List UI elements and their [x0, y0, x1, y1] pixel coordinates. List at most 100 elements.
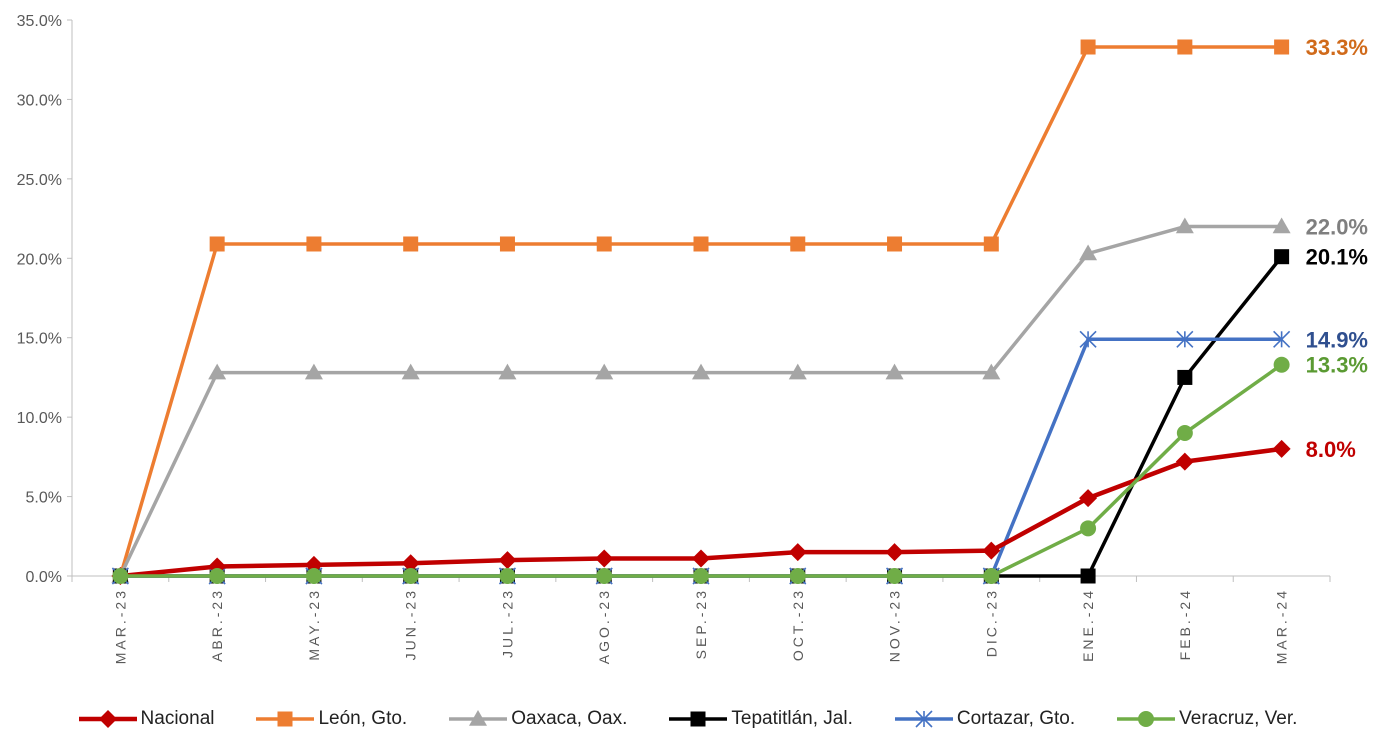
end-labels: 33.3% 22.0% 20.1% 14.9% 8.0% 13.3% — [1306, 35, 1368, 462]
series-nacional — [111, 439, 1291, 585]
x-tick-label: JUL.-23 — [499, 588, 515, 658]
legend-item-nacional: Nacional — [78, 708, 215, 730]
y-tick-label: 15.0% — [17, 331, 62, 348]
leon-gto-point — [596, 236, 612, 252]
y-tick-label: 10.0% — [17, 410, 62, 427]
legend-leon-gto-point — [277, 711, 293, 727]
legend-veracruz-ver-point — [1138, 711, 1155, 727]
oaxaca-oax-point — [692, 363, 710, 380]
axes: 0.0% 5.0% 10.0% 15.0% 20.0% 25.0% 30.0% 35.0% MA… — [17, 13, 1331, 664]
line-chart: 0.0% 5.0% 10.0% 15.0% 20.0% 25.0% 30.0% 35.0% MA… — [17, 13, 1368, 664]
cortazar-gto-point — [1273, 330, 1291, 348]
oaxaca-oax-point — [1079, 244, 1098, 261]
leon-gto-point — [209, 236, 225, 252]
leon-gto-point — [790, 236, 806, 252]
y-tick-label: 25.0% — [17, 172, 62, 189]
veracruz-ver-point — [209, 568, 226, 584]
cortazar-gto-point — [1176, 330, 1194, 348]
legend-label-nacional: Nacional — [140, 708, 215, 729]
nacional-point — [595, 549, 614, 568]
tepatitlan-jal-end-label: 20.1% — [1306, 245, 1368, 270]
x-tick-label: NOV.-23 — [887, 588, 903, 662]
veracruz-ver-point — [886, 568, 903, 584]
nacional-point — [1175, 452, 1194, 471]
oaxaca-oax-point — [498, 363, 517, 380]
leon-gto-point — [887, 236, 903, 252]
oaxaca-oax-point — [595, 363, 614, 380]
oaxaca-oax-point — [401, 363, 420, 380]
nacional-point — [1079, 489, 1098, 508]
x-tick-label: FEB.-24 — [1177, 588, 1193, 660]
nacional-point — [982, 541, 1001, 560]
x-tick-label: OCT.-23 — [790, 588, 806, 661]
legend-swatch-tepatitlan-jal — [669, 711, 728, 727]
nacional-point — [692, 549, 710, 568]
nacional-point — [788, 543, 807, 562]
tepatitlan-jal-point — [1177, 369, 1193, 385]
oaxaca-oax-point — [208, 363, 227, 380]
legend-nacional-point — [98, 710, 117, 728]
nacional-point — [498, 551, 517, 570]
tepatitlan-jal-point — [1274, 249, 1290, 265]
veracruz-ver-point — [693, 568, 709, 584]
legend-item-veracruz-ver: Veracruz, Ver. — [1117, 708, 1297, 730]
leon-gto-point — [403, 236, 419, 252]
y-tick-label: 30.0% — [17, 92, 62, 109]
veracruz-ver-line — [120, 363, 1283, 578]
oaxaca-oax-point — [982, 363, 1001, 380]
legend-oaxaca-oax-point — [469, 710, 488, 726]
leon-gto-point — [499, 236, 515, 252]
nacional-end-label: 8.0% — [1306, 437, 1356, 462]
series-veracruz-ver — [112, 356, 1290, 584]
legend-item-oaxaca-oax: Oaxaca, Oax. — [449, 708, 627, 730]
legend-swatch-veracruz-ver — [1117, 711, 1176, 727]
nacional-point — [304, 555, 323, 574]
oaxaca-oax-end-label: 22.0% — [1306, 215, 1368, 240]
oaxaca-oax-point — [1272, 217, 1291, 234]
tepatitlan-jal-line — [120, 255, 1283, 578]
legend-label-veracruz-ver: Veracruz, Ver. — [1179, 708, 1298, 729]
series-oaxaca-oax — [111, 217, 1291, 583]
x-tick-label: ABR.-23 — [209, 588, 225, 662]
oaxaca-oax-line — [118, 224, 1282, 577]
oaxaca-oax-point — [1175, 217, 1194, 234]
y-tick-label: 35.0% — [17, 13, 62, 30]
nacional-point — [401, 554, 420, 573]
veracruz-ver-end-label: 13.3% — [1306, 353, 1368, 378]
x-tick-label: SEP.-23 — [693, 588, 709, 659]
oaxaca-oax-point — [788, 363, 807, 380]
oaxaca-oax-point — [885, 363, 904, 380]
legend: Nacional León, Gto. Oaxaca, Oax. Tepatitlán… — [0, 706, 1376, 732]
veracruz-ver-point — [789, 568, 806, 584]
tepatitlan-jal-point — [1080, 568, 1096, 584]
veracruz-ver-point — [499, 568, 516, 584]
veracruz-ver-point — [112, 568, 129, 584]
legend-cortazar-gto-point — [915, 710, 933, 728]
x-tick-label: DIC.-23 — [983, 588, 999, 657]
leon-gto-point — [1274, 39, 1290, 55]
nacional-point — [1272, 439, 1291, 458]
oaxaca-oax-point — [304, 363, 323, 380]
leon-gto-point — [306, 236, 322, 252]
leon-gto-point — [1080, 39, 1096, 55]
x-tick-label: ENE.-24 — [1080, 588, 1096, 662]
leon-gto-line — [118, 45, 1282, 577]
veracruz-ver-point — [596, 568, 613, 584]
legend-item-leon-gto: León, Gto. — [256, 708, 407, 730]
legend-label-tepatitlan-jal: Tepatitlán, Jal. — [731, 708, 853, 729]
cortazar-gto-end-label: 14.9% — [1306, 327, 1368, 352]
legend-label-cortazar-gto: Cortazar, Gto. — [956, 708, 1076, 729]
veracruz-ver-point — [1080, 520, 1097, 537]
legend-label-leon-gto: León, Gto. — [318, 708, 408, 729]
legend-label-oaxaca-oax: Oaxaca, Oax. — [511, 708, 628, 729]
y-tick-label: 0.0% — [26, 569, 62, 586]
veracruz-ver-point — [983, 568, 1000, 584]
leon-gto-point — [1177, 39, 1193, 55]
x-tick-label: MAR.-24 — [1274, 588, 1290, 664]
leon-gto-point — [693, 236, 709, 252]
leon-gto-point — [983, 236, 999, 252]
series-tepatitlan-jal — [112, 249, 1290, 584]
cortazar-gto-point — [1079, 330, 1097, 348]
legend-item-tepatitlan-jal: Tepatitlán, Jal. — [669, 708, 853, 730]
